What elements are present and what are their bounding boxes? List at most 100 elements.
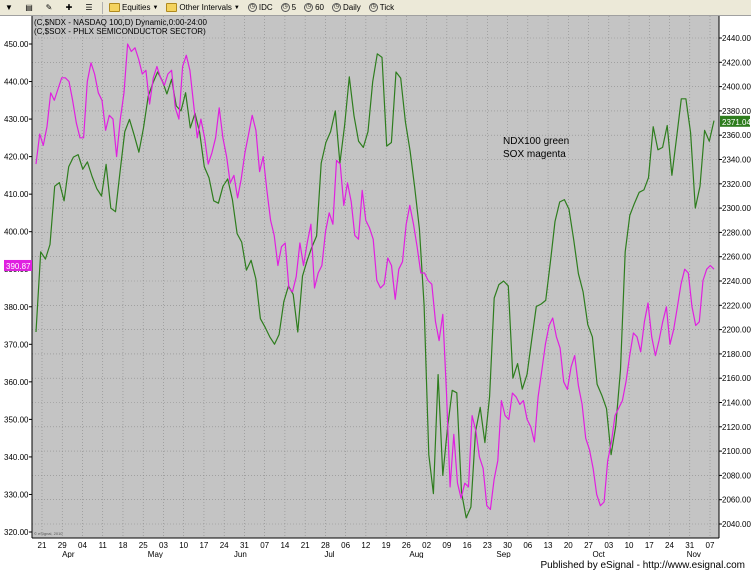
- x-month-label: Aug: [409, 550, 423, 558]
- interval-tick-button[interactable]: ◷ Tick: [368, 3, 395, 12]
- dropdown-arrow-icon[interactable]: ▼: [5, 2, 13, 12]
- x-month-label: May: [148, 550, 163, 558]
- folder-icon: [109, 3, 120, 12]
- x-day-label: 10: [625, 541, 634, 550]
- interval-60-label: 60: [315, 3, 324, 12]
- left-tick-label: 350.00: [4, 415, 29, 424]
- left-tick-label: 340.00: [4, 453, 29, 462]
- ndx-last-badge: [720, 115, 750, 127]
- left-tick-label: 320.00: [4, 528, 29, 537]
- left-tick-label: 360.00: [4, 378, 29, 387]
- right-tick-label: 2100.00: [722, 447, 751, 456]
- interval-daily-label: Daily: [342, 3, 361, 12]
- sox-last-value: 390.87: [6, 262, 31, 271]
- interval-5-label: 5: [291, 3, 297, 12]
- right-tick-label: 2320.00: [722, 180, 751, 189]
- x-day-label: 06: [341, 541, 350, 550]
- x-month-label: Apr: [62, 550, 75, 558]
- right-tick-label: 2140.00: [722, 399, 751, 408]
- left-tick-label: 370.00: [4, 340, 29, 349]
- interval-60-button[interactable]: ◷ 60: [304, 3, 324, 12]
- clock-icon: ◷: [247, 3, 257, 12]
- watermark: © eSignal, 2010: [34, 531, 63, 536]
- grid-lines: [32, 16, 719, 538]
- x-axis: 21 29 04 11 18 25 03 10 17 24 31 07 14 21 28 06 12 19 26 02…: [32, 537, 719, 558]
- chevron-down-icon: ▼: [233, 4, 240, 11]
- x-day-label: 24: [665, 541, 674, 550]
- right-axis: 2440.00 2420.00 2400.00 2380.00 2360.00 2340.…: [718, 16, 751, 538]
- clock-icon: ◷: [331, 3, 341, 12]
- x-day-label: 03: [159, 541, 168, 550]
- toolbar: ▼ ▤ ✎ ✚ ☰ Equities ▼ Other Intervals ▼ ◷…: [0, 0, 751, 16]
- x-day-label: 18: [119, 541, 128, 550]
- right-tick-label: 2080.00: [722, 471, 751, 480]
- crosshair-icon[interactable]: ✚: [65, 2, 73, 12]
- right-tick-label: 2400.00: [722, 83, 751, 92]
- x-month-label: Sep: [496, 550, 511, 558]
- x-day-label: 12: [361, 541, 370, 550]
- right-tick-label: 2160.00: [722, 374, 751, 383]
- equities-label: Equities: [122, 3, 151, 12]
- other-intervals-label: Other Intervals: [179, 3, 232, 12]
- annotation-ndx: NDX100 green: [503, 136, 569, 147]
- interval-daily-button[interactable]: ◷ Daily: [331, 3, 361, 12]
- menu-icon[interactable]: ☰: [85, 2, 93, 12]
- price-chart[interactable]: 450.00440.00430.00420.00410.00400.00390.…: [0, 16, 751, 558]
- x-day-label: 02: [422, 541, 431, 550]
- left-tick-label: 410.00: [4, 190, 29, 199]
- x-day-label: 03: [604, 541, 613, 550]
- x-day-label: 17: [645, 541, 654, 550]
- x-day-label: 26: [402, 541, 411, 550]
- toolbar-divider: [102, 1, 103, 14]
- x-day-label: 10: [179, 541, 188, 550]
- chevron-down-icon: ▼: [152, 4, 159, 11]
- x-day-label: 13: [544, 541, 553, 550]
- x-day-label: 31: [240, 541, 249, 550]
- left-tick-label: 400.00: [4, 228, 29, 237]
- right-tick-label: 2360.00: [722, 131, 751, 140]
- right-tick-label: 2240.00: [722, 277, 751, 286]
- right-tick-label: 2180.00: [722, 350, 751, 359]
- x-day-label: 29: [58, 541, 67, 550]
- right-tick-label: 2220.00: [722, 301, 751, 310]
- x-day-label: 19: [382, 541, 391, 550]
- left-tick-label: 440.00: [4, 78, 29, 87]
- x-day-label: 07: [706, 541, 715, 550]
- left-tick-label: 380.00: [4, 303, 29, 312]
- right-tick-label: 2280.00: [722, 228, 751, 237]
- left-tick-label: 330.00: [4, 490, 29, 499]
- x-day-label: 04: [78, 541, 87, 550]
- series-layer: [35, 43, 715, 519]
- idc-button[interactable]: ◷ IDC: [247, 3, 273, 12]
- x-day-label: 20: [564, 541, 573, 550]
- equities-dropdown[interactable]: Equities ▼: [109, 3, 158, 12]
- annotation-sox: SOX magenta: [503, 149, 566, 160]
- right-tick-label: 2060.00: [722, 496, 751, 505]
- right-tick-label: 2300.00: [722, 204, 751, 213]
- other-intervals-dropdown[interactable]: Other Intervals ▼: [166, 3, 240, 12]
- x-day-label: 24: [220, 541, 229, 550]
- x-day-label: 25: [139, 541, 148, 550]
- folder-icon: [166, 3, 178, 12]
- right-tick-label: 2260.00: [722, 253, 751, 262]
- print-icon[interactable]: ▤: [25, 2, 33, 12]
- clock-icon: ◷: [304, 3, 314, 12]
- sox-last-badge: [4, 259, 32, 271]
- ndx-last-value: 2371.04: [722, 118, 751, 127]
- x-month-label: Jul: [324, 550, 334, 558]
- sox-line: [35, 43, 715, 511]
- interval-tick-label: Tick: [379, 3, 395, 12]
- pin-icon[interactable]: ✎: [45, 2, 53, 12]
- clock-icon: ◷: [280, 3, 290, 12]
- left-tick-label: 450.00: [4, 40, 29, 49]
- x-day-label: 28: [321, 541, 330, 550]
- right-tick-label: 2340.00: [722, 156, 751, 165]
- x-month-label: Jun: [234, 550, 247, 558]
- interval-5-button[interactable]: ◷ 5: [280, 3, 297, 12]
- clock-icon: ◷: [368, 3, 378, 12]
- x-day-label: 17: [199, 541, 208, 550]
- x-day-label: 11: [99, 541, 108, 550]
- published-by-text: Published by eSignal - http://www.esigna…: [540, 560, 745, 571]
- left-tick-label: 420.00: [4, 153, 29, 162]
- right-tick-label: 2120.00: [722, 423, 751, 432]
